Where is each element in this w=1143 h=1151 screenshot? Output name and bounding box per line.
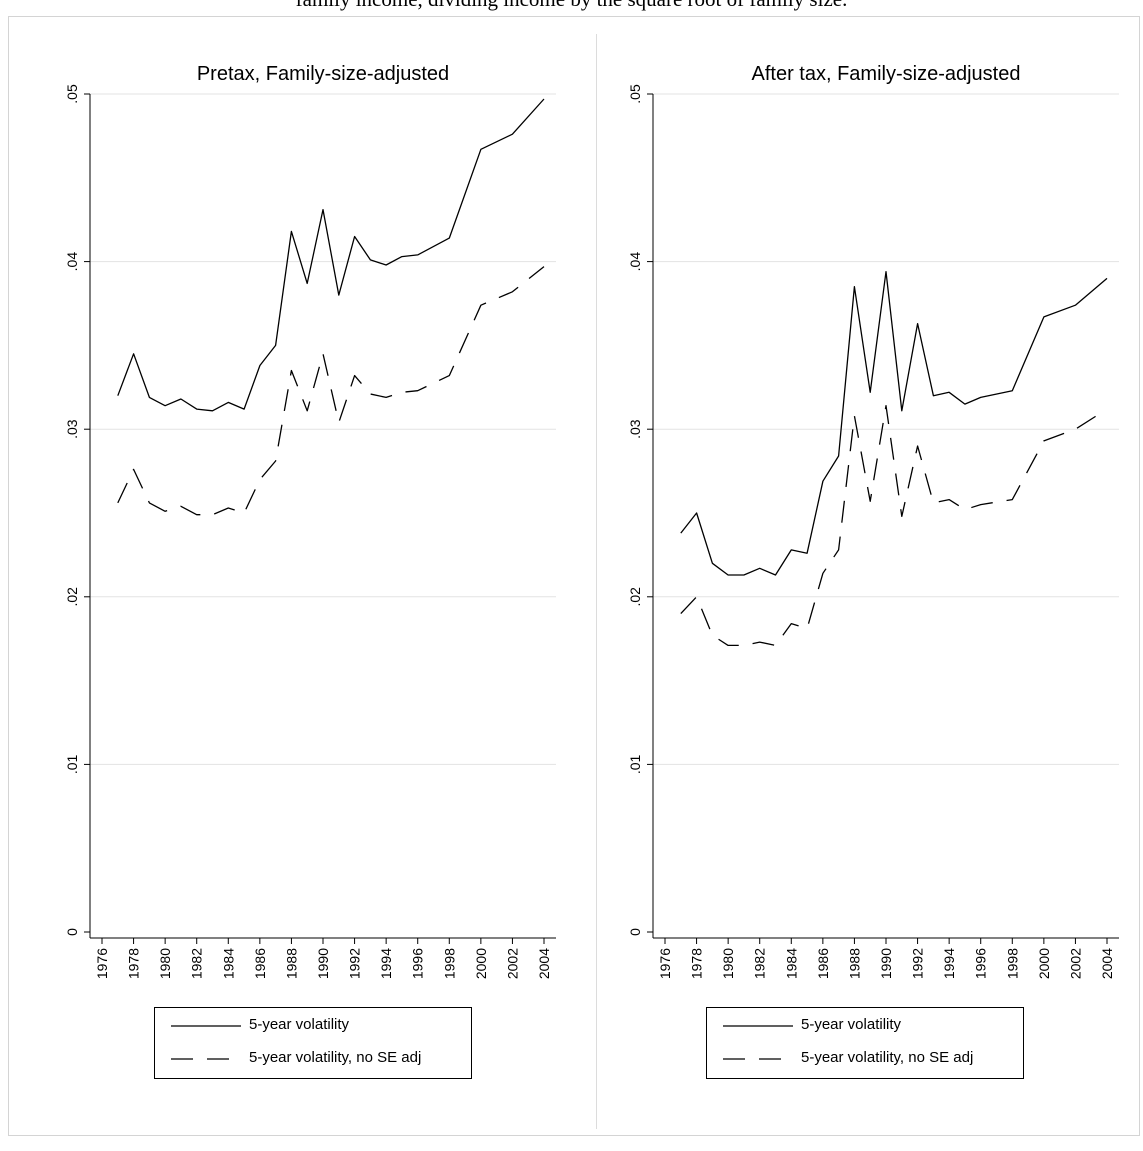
chart-title: Pretax, Family-size-adjusted (197, 63, 449, 85)
x-tick-label: 2002 (1067, 948, 1083, 979)
x-tick-label: 1998 (441, 948, 457, 979)
series-line-no-se-adj (680, 405, 1108, 647)
x-tick-label: 1992 (910, 948, 926, 979)
legend-label-dashed: 5-year volatility, no SE adj (249, 1049, 422, 1066)
x-tick-label: 2000 (1036, 948, 1052, 979)
x-tick-label: 1992 (347, 948, 363, 979)
legend-label-dashed: 5-year volatility, no SE adj (801, 1049, 974, 1066)
x-tick-label: 1980 (720, 948, 736, 979)
chart-panel-pretax: Pretax, Family-size-adjusted 0 .01 .02 .03 .0… (34, 34, 597, 1129)
x-tick-label: 1988 (283, 948, 299, 979)
x-tick-label: 1990 (315, 948, 331, 979)
legend-swatch-dashed (723, 1058, 793, 1060)
figure-caption: family income, dividing income by the sq… (0, 0, 1143, 12)
chart-pretax: Pretax, Family-size-adjusted 0 .01 .02 .03 .0… (64, 63, 556, 1032)
x-tick-label: 1982 (189, 948, 205, 979)
x-tick-label: 2004 (536, 948, 552, 979)
chart-aftertax: After tax, Family-size-adjusted 0 .01 .02 .0… (627, 63, 1119, 1032)
series-line-volatility (117, 98, 545, 412)
y-tick-label: .01 (627, 754, 643, 774)
y-tick-label: .04 (627, 252, 643, 272)
x-tick-label: 1994 (378, 948, 394, 979)
chart-panel-aftertax: After tax, Family-size-adjusted 0 .01 .02 .0… (597, 34, 1143, 1129)
y-tick-label: .03 (64, 419, 80, 439)
legend-label-solid: 5-year volatility (249, 1016, 350, 1033)
x-tick-label: 1996 (973, 948, 989, 979)
x-tick-label: 1988 (846, 948, 862, 979)
legend-item-solid: 5-year volatility (707, 1011, 1023, 1041)
legend-swatch-solid (723, 1025, 793, 1027)
y-tick-label: .02 (64, 587, 80, 607)
x-tick-label: 1984 (220, 948, 236, 979)
legend-item-dashed: 5-year volatility, no SE adj (707, 1044, 1023, 1074)
x-tick-label: 1996 (410, 948, 426, 979)
x-tick-label: 1986 (252, 948, 268, 979)
y-tick-label: .03 (627, 419, 643, 439)
x-tick-label: 1978 (689, 948, 705, 979)
x-tick-label: 2002 (504, 948, 520, 979)
series-line-volatility (680, 271, 1108, 576)
x-tick-label: 1982 (752, 948, 768, 979)
x-tick-label: 2004 (1099, 948, 1115, 979)
legend-aftertax: 5-year volatility 5-year volatility, no … (706, 1007, 1024, 1079)
legend-swatch-dashed (171, 1058, 241, 1060)
legend-label-solid: 5-year volatility (801, 1016, 902, 1033)
legend-item-dashed: 5-year volatility, no SE adj (155, 1044, 471, 1074)
x-tick-label: 1998 (1004, 948, 1020, 979)
x-tick-label: 1986 (815, 948, 831, 979)
y-tick-label: 0 (64, 928, 80, 936)
figure-frame (8, 16, 1140, 1136)
x-tick-label: 1978 (126, 948, 142, 979)
x-tick-label: 1984 (783, 948, 799, 979)
y-tick-label: .05 (627, 84, 643, 104)
x-tick-label: 2000 (473, 948, 489, 979)
x-tick-label: 1976 (94, 948, 110, 979)
legend-item-solid: 5-year volatility (155, 1011, 471, 1041)
legend-pretax: 5-year volatility 5-year volatility, no … (154, 1007, 472, 1079)
chart-title: After tax, Family-size-adjusted (752, 63, 1021, 85)
y-tick-label: .02 (627, 587, 643, 607)
x-tick-label: 1990 (878, 948, 894, 979)
legend-swatch-solid (171, 1025, 241, 1027)
x-tick-label: 1980 (157, 948, 173, 979)
series-line-no-se-adj (117, 266, 545, 516)
y-tick-label: .04 (64, 252, 80, 272)
y-tick-label: 0 (627, 928, 643, 936)
y-tick-label: .05 (64, 84, 80, 104)
x-tick-label: 1976 (657, 948, 673, 979)
x-tick-label: 1994 (941, 948, 957, 979)
y-tick-label: .01 (64, 754, 80, 774)
